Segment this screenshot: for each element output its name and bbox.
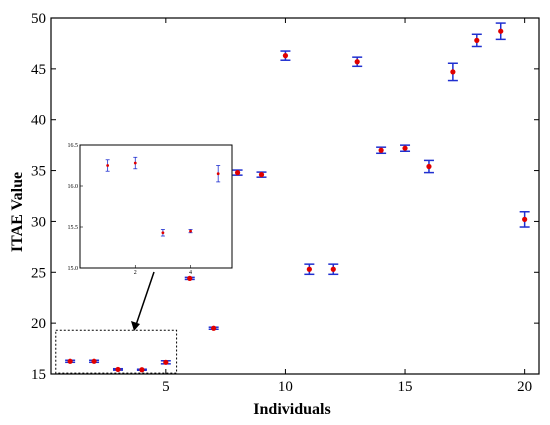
point-marker <box>330 266 336 272</box>
data-points <box>65 22 530 373</box>
data-point <box>304 263 315 276</box>
data-point <box>423 159 434 174</box>
zoom-arrowhead <box>131 321 140 331</box>
inset-y-tick-label: 15.0 <box>68 266 79 272</box>
inset-point-marker <box>133 161 137 165</box>
data-point <box>400 144 411 152</box>
plot-frame <box>50 17 540 375</box>
data-point <box>65 358 76 364</box>
data-point <box>136 367 147 373</box>
x-tick-label: 20 <box>517 379 532 395</box>
zoom-arrow <box>135 271 155 326</box>
x-tick-label: 5 <box>162 379 170 395</box>
inset-frame <box>79 144 233 269</box>
point-marker <box>306 266 312 272</box>
y-axis-title: ITAE Value <box>9 172 26 252</box>
y-tick-label: 45 <box>31 62 46 78</box>
inset-point-marker <box>216 172 220 176</box>
y-tick-label: 35 <box>31 164 46 180</box>
data-point <box>89 358 100 364</box>
inset-data-point <box>133 156 138 170</box>
data-point <box>280 50 291 61</box>
data-point <box>519 211 530 228</box>
inset-y-tick-label: 16.0 <box>68 184 79 190</box>
point-marker <box>234 170 241 176</box>
y-tick-label: 20 <box>31 316 46 332</box>
data-point <box>112 366 123 373</box>
data-point <box>232 169 243 176</box>
x-tick-label: 10 <box>278 379 293 395</box>
inset-x-tick-label: 4 <box>189 270 192 276</box>
zoom-region-box <box>55 329 178 374</box>
inset-y-tick-label: 16.5 <box>68 143 79 149</box>
point-marker <box>282 53 289 59</box>
main-plot-area: 15 20 25 30 35 40 45 50 5 10 15 20 <box>31 11 540 395</box>
y-tick-label: 25 <box>31 265 46 281</box>
data-point <box>376 146 387 155</box>
data-point <box>447 62 458 82</box>
data-point <box>184 275 195 281</box>
y-tick-label: 30 <box>31 214 46 230</box>
inset-point-marker <box>189 229 192 233</box>
inset-point-marker <box>106 164 110 167</box>
inset-data-point <box>105 159 110 172</box>
y-tick-label: 40 <box>31 113 46 129</box>
inset-data-point <box>188 229 193 234</box>
data-point <box>328 263 339 276</box>
point-marker <box>474 37 480 43</box>
point-marker <box>139 367 145 373</box>
point-marker <box>67 358 73 364</box>
point-marker <box>211 325 217 331</box>
data-point <box>495 22 506 41</box>
inset-point-marker <box>161 231 165 235</box>
x-tick-label: 15 <box>398 379 413 395</box>
point-marker <box>402 145 408 151</box>
point-marker <box>354 59 360 65</box>
data-point <box>471 33 482 48</box>
x-axis-title: Individuals <box>253 401 330 418</box>
inset-data-point <box>216 165 221 183</box>
point-marker <box>378 147 384 153</box>
data-point <box>256 171 267 178</box>
data-point <box>208 325 219 331</box>
inset-y-ticks: 15.0 15.5 16.0 16.5 <box>68 143 83 272</box>
point-marker <box>522 216 528 222</box>
inset-data-points <box>105 156 221 237</box>
data-point <box>352 56 363 68</box>
inset-x-tick-label: 2 <box>134 270 137 276</box>
point-marker <box>498 28 504 34</box>
point-marker <box>163 359 169 365</box>
point-marker <box>426 163 432 170</box>
x-axis-ticks: 5 10 15 20 <box>162 18 532 395</box>
point-marker <box>450 69 456 75</box>
y-tick-label: 50 <box>31 11 46 27</box>
point-marker <box>187 275 193 281</box>
inset-y-tick-label: 15.5 <box>68 225 79 231</box>
point-marker <box>115 366 121 373</box>
data-point <box>160 359 171 365</box>
y-axis-ticks: 15 20 25 30 35 40 45 50 <box>31 11 539 383</box>
point-marker <box>91 358 97 364</box>
point-marker <box>258 172 265 178</box>
y-tick-label: 15 <box>31 367 46 383</box>
inset-data-point <box>160 229 165 237</box>
